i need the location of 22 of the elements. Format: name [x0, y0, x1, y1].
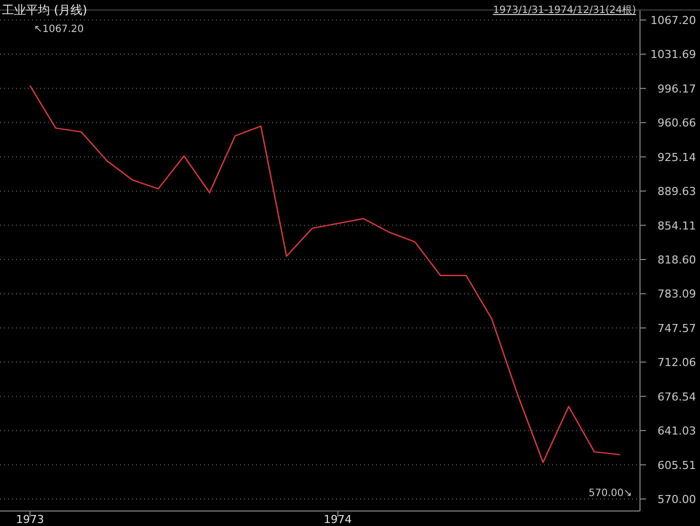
x-tick-label: 1974	[324, 513, 352, 526]
y-tick-label: 1031.69	[650, 48, 696, 62]
y-tick-label: 676.54	[658, 390, 696, 404]
y-tick-label: 605.51	[658, 458, 696, 472]
annotation: ↖1067.20	[34, 24, 84, 35]
chart-title: 工业平均 (月线)	[2, 3, 88, 17]
y-tick-label: 712.06	[658, 356, 696, 370]
y-tick-label: 889.63	[658, 185, 696, 198]
text: 1973/1/31-1974/12/31(24根)	[492, 4, 636, 16]
x-tick-label: 1973	[16, 513, 44, 526]
annotation: 570.00↘	[588, 488, 632, 499]
line-series	[29, 85, 621, 463]
y-tick-label: 641.03	[658, 424, 696, 438]
y-tick-label: 783.09	[658, 288, 696, 301]
y-tick-label: 925.14	[658, 150, 696, 164]
y-tick-label: 854.11	[658, 219, 696, 232]
y-tick-label: 570.00	[658, 493, 696, 506]
y-tick-label: 818.60	[658, 254, 696, 266]
y-tick-label: 747.57	[658, 322, 696, 335]
y-tick-label: 1067.20	[650, 14, 696, 27]
y-tick-label: 996.17	[658, 82, 696, 96]
y-tick-label: 960.66	[658, 116, 696, 130]
